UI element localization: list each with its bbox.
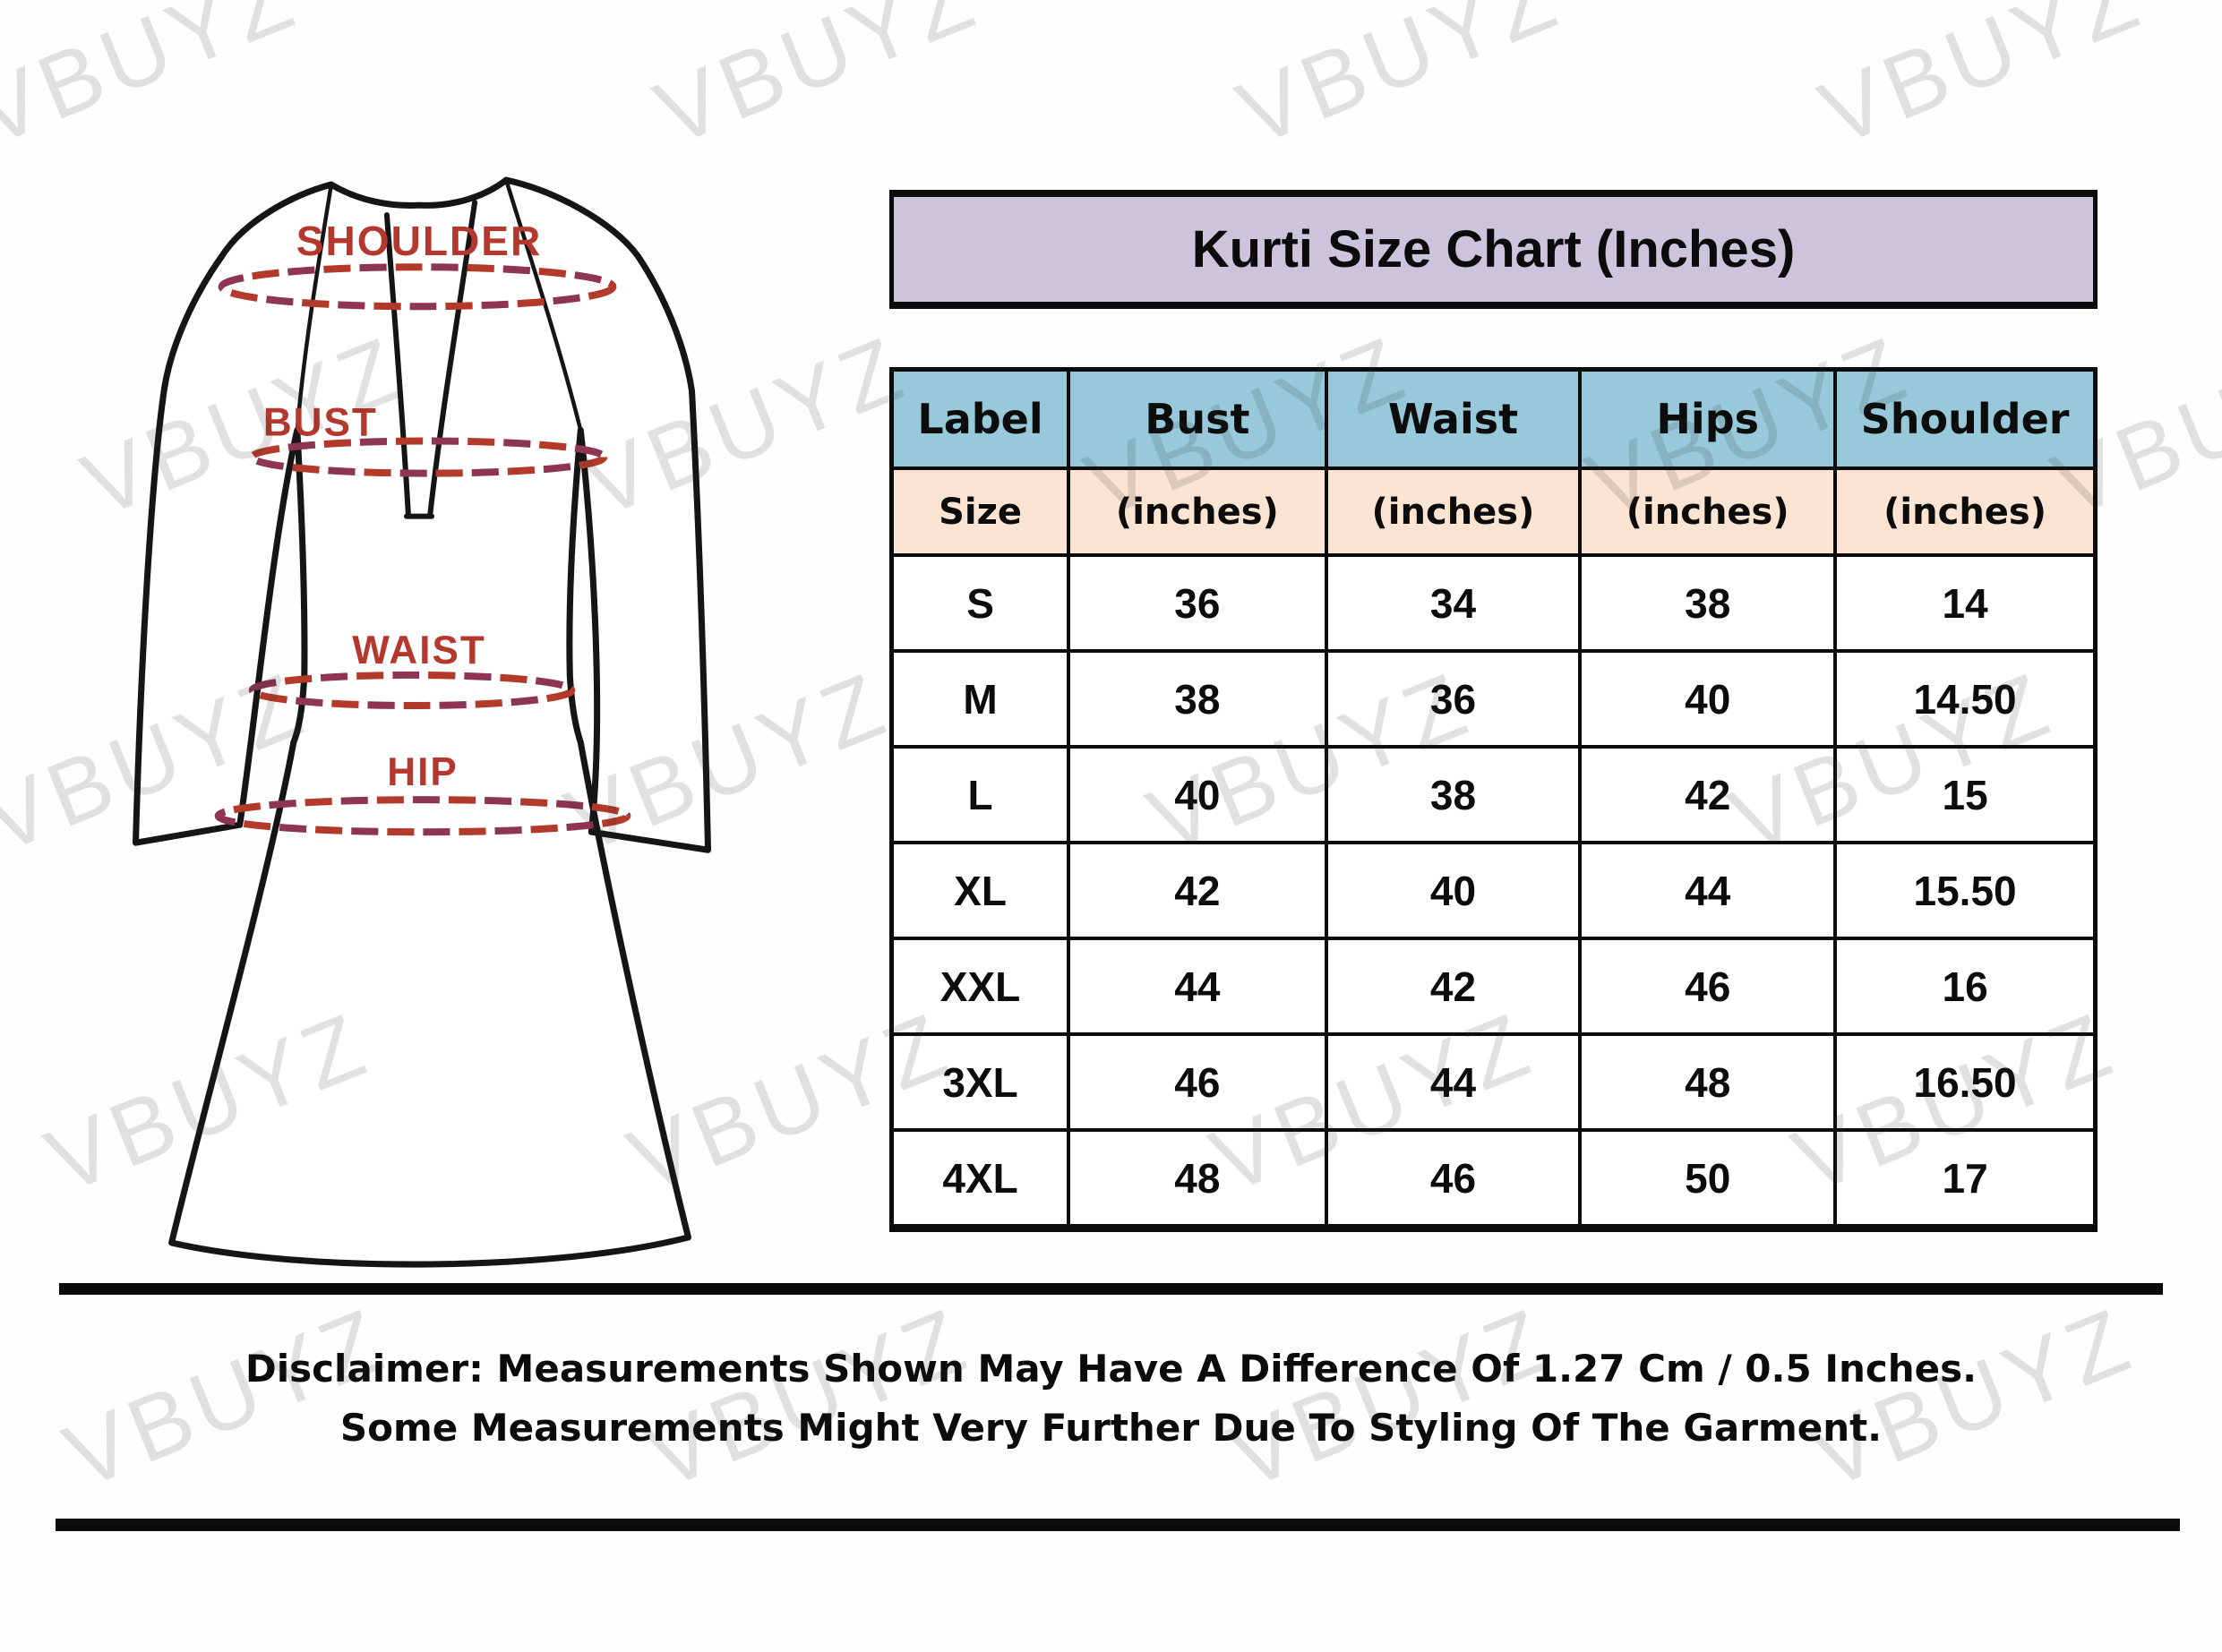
table-header-row: Label Bust Waist Hips Shoulder [889, 367, 2098, 470]
waist-dash-ellipse [248, 671, 576, 709]
measurement-cell: 40 [1578, 649, 1838, 749]
table-subheader-row: Size (inches) (inches) (inches) (inches) [889, 466, 2098, 557]
disclaimer-line-2: Some Measurements Might Very Further Due… [339, 1406, 1883, 1450]
measurement-cell: 42 [1324, 937, 1583, 1036]
shoulder-dash-ellipse [218, 263, 617, 311]
table-row: XL 42 40 44 15.50 [889, 841, 2098, 940]
divider-bottom [56, 1519, 2180, 1531]
garment-outline [133, 176, 712, 1268]
subheader-waist-units: (inches) [1324, 466, 1583, 557]
kurti-diagram-svg: SHOULDER BUST WAIST HIP [133, 176, 712, 1268]
page-title: Kurti Size Chart (Inches) [1191, 220, 1796, 278]
measurement-cell: 14 [1833, 553, 2098, 653]
kurti-diagram: SHOULDER BUST WAIST HIP [88, 150, 736, 1280]
table-row: M 38 36 40 14.50 [889, 649, 2098, 749]
size-label-cell: M [889, 649, 1071, 749]
table-row: XXL 44 42 46 16 [889, 937, 2098, 1036]
hip-dash-ellipse [214, 796, 631, 836]
sleeve-seam-lines [295, 179, 583, 432]
size-table-body: S 36 34 38 14 M 38 36 40 14.50 L 40 38 42 15 XL 42 40 44 15… [889, 553, 2098, 1230]
measurement-cell: 48 [1067, 1128, 1328, 1230]
table-row: S 36 34 38 14 [889, 553, 2098, 653]
measurement-cell: 42 [1578, 745, 1838, 844]
measurement-cell: 34 [1324, 553, 1583, 653]
size-label-cell: 4XL [889, 1128, 1071, 1230]
table-row: 4XL 48 46 50 17 [889, 1128, 2098, 1230]
hip-label: HIP [387, 750, 458, 794]
measurement-cell: 15 [1833, 745, 2098, 844]
size-label-cell: XXL [889, 937, 1071, 1036]
column-header-label: Label [889, 367, 1071, 470]
divider-top [59, 1283, 2163, 1295]
measurement-cell: 38 [1324, 745, 1583, 844]
waist-dash-ellipse [248, 671, 576, 709]
subheader-size: Size [889, 466, 1071, 557]
measurement-cell: 17 [1833, 1128, 2098, 1230]
column-header-hips: Hips [1578, 367, 1838, 470]
watermark-text: VBUYZ [0, 0, 312, 166]
neck-slit [383, 200, 478, 519]
measurement-cell: 46 [1067, 1032, 1328, 1132]
measurement-cell: 16 [1833, 937, 2098, 1036]
size-label-cell: L [889, 745, 1071, 844]
measurement-cell: 16.50 [1833, 1032, 2098, 1132]
measurement-cell: 42 [1067, 841, 1328, 940]
measurement-cell: 44 [1324, 1032, 1583, 1132]
measurement-cell: 36 [1324, 649, 1583, 749]
waist-label: WAIST [352, 629, 486, 672]
column-header-waist: Waist [1324, 367, 1583, 470]
measurement-cell: 44 [1578, 841, 1838, 940]
measurement-cell: 40 [1324, 841, 1583, 940]
measurement-cell: 38 [1578, 553, 1838, 653]
shoulder-dash-ellipse [218, 263, 617, 311]
size-label-cell: XL [889, 841, 1071, 940]
watermark-text: VBUYZ [642, 0, 992, 166]
table-row: L 40 38 42 15 [889, 745, 2098, 844]
measurement-cell: 46 [1324, 1128, 1583, 1230]
measurement-cell: 50 [1578, 1128, 1838, 1230]
subheader-shoulder-units: (inches) [1833, 466, 2098, 557]
subheader-bust-units: (inches) [1067, 466, 1328, 557]
measurement-cell: 44 [1067, 937, 1328, 1036]
measurement-cell: 36 [1067, 553, 1328, 653]
size-label-cell: 3XL [889, 1032, 1071, 1132]
measurement-cell: 46 [1578, 937, 1838, 1036]
measurement-cell: 15.50 [1833, 841, 2098, 940]
measurement-cell: 14.50 [1833, 649, 2098, 749]
table-row: 3XL 46 44 48 16.50 [889, 1032, 2098, 1132]
size-table: Label Bust Waist Hips Shoulder Size (inc… [889, 367, 2098, 1232]
size-label-cell: S [889, 553, 1071, 653]
title-banner: Kurti Size Chart (Inches) [889, 190, 2098, 309]
bust-label: BUST [263, 401, 378, 445]
column-header-bust: Bust [1067, 367, 1328, 470]
measurement-cell: 40 [1067, 745, 1328, 844]
watermark-text: VBUYZ [1224, 0, 1574, 166]
subheader-hips-units: (inches) [1578, 466, 1838, 557]
shoulder-label: SHOULDER [296, 218, 543, 264]
disclaimer-line-1: Disclaimer: Measurements Shown May Have … [245, 1347, 1977, 1391]
disclaimer: Disclaimer: Measurements Shown May Have … [0, 1340, 2222, 1458]
measurement-cell: 38 [1067, 649, 1328, 749]
watermark-text: VBUYZ [1806, 0, 2157, 166]
bust-dash-ellipse [248, 437, 608, 477]
measurement-cell: 48 [1578, 1032, 1838, 1132]
column-header-shoulder: Shoulder [1833, 367, 2098, 470]
